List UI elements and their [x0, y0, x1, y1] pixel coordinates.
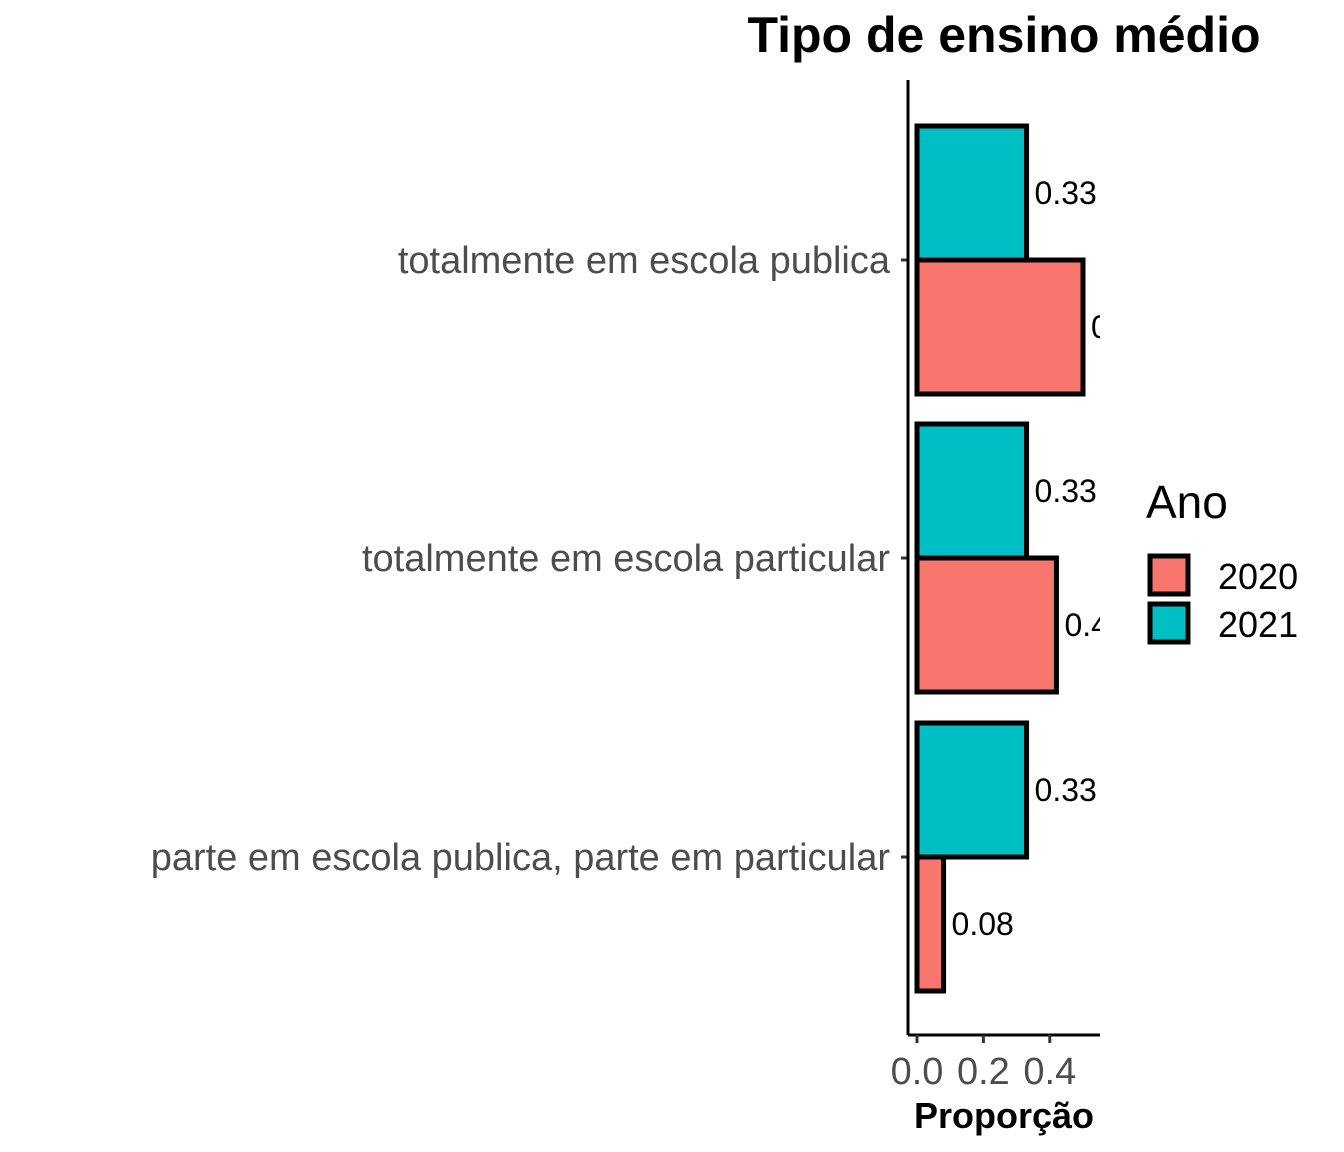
bar-2021 — [914, 123, 1030, 263]
bar-2020 — [914, 257, 1086, 397]
category-label: totalmente em escola particular — [362, 538, 890, 580]
chart-title: Tipo de ensino médio — [747, 7, 1260, 63]
x-tick-label: 0.2 — [957, 1051, 1010, 1093]
legend-title: Ano — [1146, 476, 1228, 528]
x-axis-title: Proporção — [914, 1095, 1094, 1136]
bar-2021 — [914, 421, 1030, 561]
category-label: parte em escola publica, parte em partic… — [151, 837, 891, 879]
category-label: totalmente em escola publica — [398, 240, 891, 282]
x-tick-label: 0.0 — [891, 1051, 944, 1093]
data-label-2020: 0.4 — [1064, 607, 1108, 643]
legend-label-2021: 2021 — [1218, 604, 1298, 645]
category-labels: totalmente em escola publica totalmente e… — [151, 240, 908, 879]
data-label-2020: 0 — [1091, 309, 1109, 345]
data-label-2021: 0.33 — [1035, 473, 1097, 509]
legend-label-2020: 2020 — [1218, 556, 1298, 597]
data-label-2021: 0.33 — [1035, 175, 1097, 211]
data-label-2021: 0.33 — [1035, 772, 1097, 808]
axes — [906, 80, 1100, 1037]
plot-area: 0 0.33 0.4 0.33 0.08 0.33 — [914, 123, 1109, 994]
data-label-2020: 0.08 — [952, 906, 1014, 942]
legend-swatch-2021 — [1147, 601, 1191, 645]
bar-2020 — [914, 555, 1059, 695]
x-tick-label: 0.4 — [1023, 1051, 1076, 1093]
legend: Ano 2020 2021 — [1146, 476, 1298, 645]
bar-2020 — [914, 854, 947, 994]
bar-2021 — [914, 720, 1030, 860]
x-axis-ticks: 0.0 0.2 0.4 — [891, 1035, 1076, 1093]
legend-swatch-2020 — [1147, 553, 1191, 597]
